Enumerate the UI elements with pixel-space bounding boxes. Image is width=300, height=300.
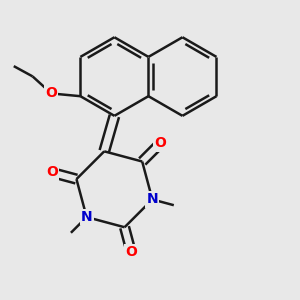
Text: O: O [46, 166, 58, 179]
Text: N: N [81, 210, 92, 224]
Text: O: O [154, 136, 166, 150]
Text: N: N [146, 193, 158, 206]
Text: O: O [45, 86, 57, 100]
Text: O: O [125, 245, 137, 259]
